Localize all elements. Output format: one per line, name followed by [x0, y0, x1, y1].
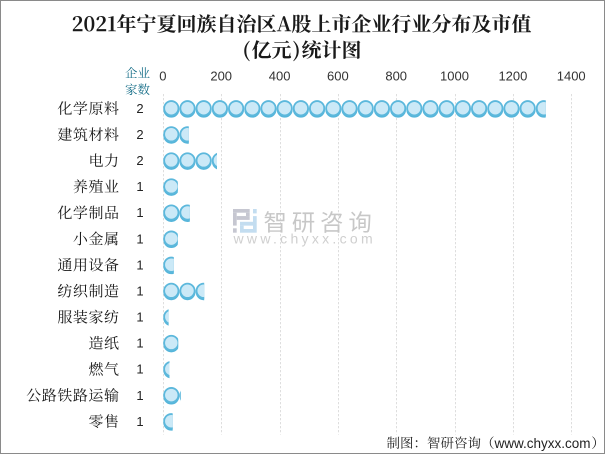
svg-text:1: 1	[136, 257, 143, 272]
svg-text:1: 1	[136, 388, 143, 403]
svg-text:1200: 1200	[498, 68, 527, 83]
svg-text:200: 200	[210, 68, 232, 83]
svg-text:1: 1	[136, 231, 143, 246]
svg-text:1: 1	[136, 362, 143, 377]
svg-text:1: 1	[136, 310, 143, 325]
svg-text:1: 1	[136, 205, 143, 220]
svg-text:1: 1	[136, 284, 143, 299]
svg-text:400: 400	[269, 68, 291, 83]
svg-text:www.chyxx.com: www.chyxx.com	[494, 436, 591, 451]
svg-text:1: 1	[136, 336, 143, 351]
svg-text:600: 600	[327, 68, 349, 83]
svg-text:800: 800	[385, 68, 407, 83]
svg-text:2: 2	[136, 153, 143, 168]
svg-text:1: 1	[136, 414, 143, 429]
svg-text:0: 0	[159, 68, 166, 83]
svg-text:1000: 1000	[440, 68, 469, 83]
svg-text:www.chyxx.com: www.chyxx.com	[233, 231, 376, 247]
svg-text:1400: 1400	[557, 68, 586, 83]
svg-text:1: 1	[136, 179, 143, 194]
svg-text:2: 2	[136, 127, 143, 142]
svg-text:2: 2	[136, 101, 143, 116]
